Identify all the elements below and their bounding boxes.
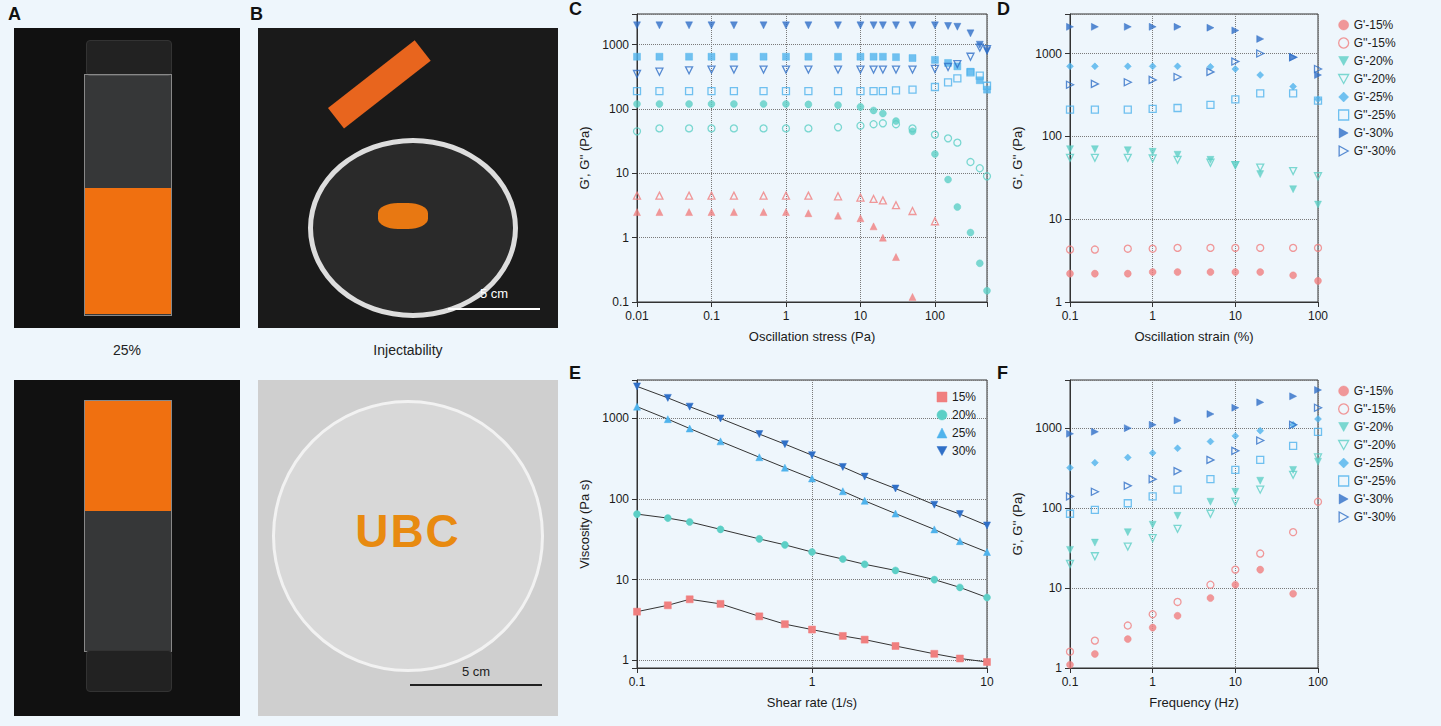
html-text:A: A [8,4,21,24]
svg-text:0.1: 0.1 [629,675,646,689]
svg-text:1: 1 [783,309,790,323]
svg-text:G'-25%: G'-25% [1354,456,1394,470]
svg-text:1: 1 [622,231,629,245]
svg-text:Oscillation strain (%): Oscillation strain (%) [1134,329,1253,344]
svg-text:G''-20%: G''-20% [1354,438,1396,452]
svg-text:G', G'' (Pa): G', G'' (Pa) [1010,126,1025,189]
svg-text:0.1: 0.1 [1062,309,1079,323]
svg-text:100: 100 [609,102,629,116]
svg-text:10: 10 [616,166,630,180]
svg-text:100: 100 [1042,501,1062,515]
svg-text:G', G'' (Pa): G', G'' (Pa) [1010,492,1025,555]
svg-text:Frequency (Hz): Frequency (Hz) [1149,695,1239,710]
svg-text:G''-30%: G''-30% [1354,510,1396,524]
svg-text:Oscillation stress (Pa): Oscillation stress (Pa) [749,329,875,344]
svg-text:Viscosity (Pa s): Viscosity (Pa s) [577,479,592,568]
svg-text:G', G'' (Pa): G', G'' (Pa) [577,126,592,189]
svg-text:10: 10 [1229,309,1243,323]
svg-text:1000: 1000 [602,38,629,52]
svg-text:G'-20%: G'-20% [1354,420,1394,434]
svg-text:0.1: 0.1 [1062,675,1079,689]
svg-text:10: 10 [854,309,868,323]
svg-text:G''-25%: G''-25% [1354,108,1396,122]
svg-text:F: F [997,363,1008,383]
svg-text:10: 10 [1049,581,1063,595]
svg-text:10: 10 [1049,212,1063,226]
svg-text:G'-15%: G'-15% [1354,18,1394,32]
svg-text:15%: 15% [952,390,976,404]
svg-text:Shear rate (1/s): Shear rate (1/s) [767,695,857,710]
html-text:25%: 25% [113,342,141,358]
html-text:Injectability: Injectability [373,342,443,358]
svg-text:1: 1 [622,653,629,667]
svg-text:100: 100 [925,309,945,323]
svg-text:1000: 1000 [1035,421,1062,435]
svg-text:10: 10 [1229,675,1243,689]
html-text:UBC: UBC [355,505,461,557]
svg-text:G'-30%: G'-30% [1354,126,1394,140]
svg-text:1: 1 [1149,309,1156,323]
svg-text:G''-25%: G''-25% [1354,474,1396,488]
svg-text:10: 10 [616,573,630,587]
svg-text:D: D [997,0,1010,19]
svg-text:1: 1 [1055,661,1062,675]
svg-text:1: 1 [1149,675,1156,689]
svg-text:1000: 1000 [1035,47,1062,61]
svg-text:G''-30%: G''-30% [1354,144,1396,158]
svg-text:G'-20%: G'-20% [1354,54,1394,68]
svg-text:0.1: 0.1 [703,309,720,323]
svg-text:1: 1 [1055,295,1062,309]
html-text:5 cm: 5 cm [461,664,491,679]
svg-text:1: 1 [809,675,816,689]
svg-text:100: 100 [1042,129,1062,143]
svg-text:100: 100 [1308,309,1328,323]
svg-text:10: 10 [980,675,994,689]
svg-text:25%: 25% [952,426,976,440]
svg-text:E: E [569,363,581,383]
svg-text:G''-15%: G''-15% [1354,402,1396,416]
svg-text:100: 100 [1308,675,1328,689]
svg-text:G''-20%: G''-20% [1354,72,1396,86]
svg-text:G''-15%: G''-15% [1354,36,1396,50]
svg-text:0.1: 0.1 [612,295,629,309]
svg-text:G'-25%: G'-25% [1354,90,1394,104]
svg-text:0.01: 0.01 [625,309,649,323]
html-text:B: B [250,4,263,24]
html-text:5 cm: 5 cm [479,286,509,301]
svg-text:C: C [569,0,582,19]
svg-text:20%: 20% [952,408,976,422]
svg-text:30%: 30% [952,444,976,458]
svg-text:G'-15%: G'-15% [1354,384,1394,398]
svg-text:100: 100 [609,492,629,506]
svg-text:G'-30%: G'-30% [1354,492,1394,506]
svg-text:1000: 1000 [602,411,629,425]
